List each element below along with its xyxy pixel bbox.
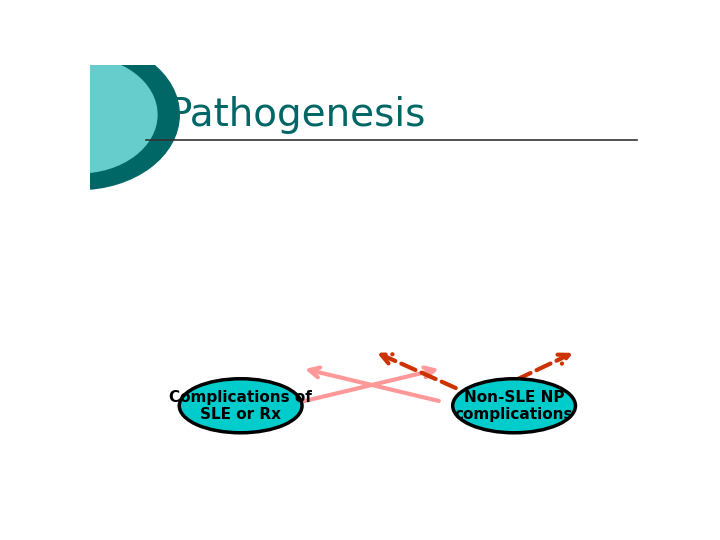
FancyArrowPatch shape bbox=[516, 355, 569, 380]
FancyArrowPatch shape bbox=[310, 368, 438, 401]
FancyArrowPatch shape bbox=[382, 354, 456, 388]
Ellipse shape bbox=[453, 379, 575, 433]
Text: Non-SLE NP
complications: Non-SLE NP complications bbox=[455, 389, 573, 422]
Text: Complications of
SLE or Rx: Complications of SLE or Rx bbox=[169, 389, 312, 422]
FancyArrowPatch shape bbox=[305, 368, 434, 401]
Ellipse shape bbox=[179, 379, 302, 433]
Circle shape bbox=[1, 57, 157, 173]
Text: Pathogenesis: Pathogenesis bbox=[168, 96, 426, 134]
Circle shape bbox=[0, 40, 179, 190]
